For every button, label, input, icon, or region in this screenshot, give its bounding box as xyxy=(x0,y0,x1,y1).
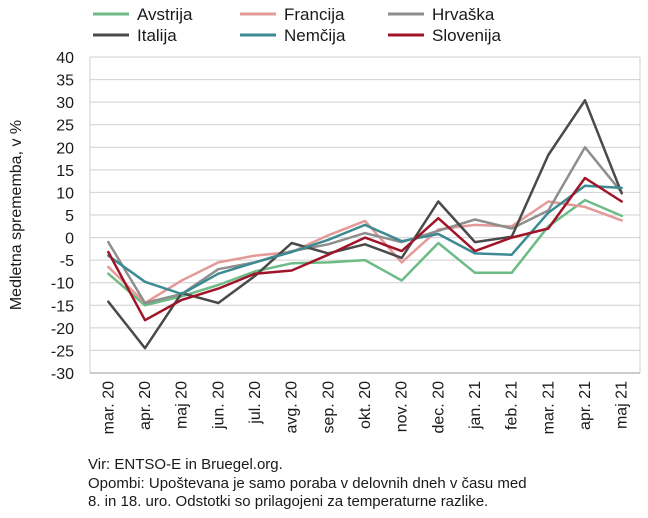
series-line-francija xyxy=(107,200,623,305)
x-axis-ticks: mar. 20 apr. 20 maj 20 jun. 20 jul. 20 avg. 2… xyxy=(100,381,630,434)
x-tick-label: maj 20 xyxy=(174,381,191,429)
x-tick-label: maj 21 xyxy=(614,381,631,429)
series-line-slovenija xyxy=(107,176,623,322)
y-tick-label: 15 xyxy=(56,163,74,180)
series-lines xyxy=(107,99,623,350)
y-tick-label: -30 xyxy=(51,366,74,383)
y-axis-label: Medletna sprememba, v % xyxy=(8,120,25,310)
remark-line-2: 8. in 18. uro. Odstotki so prilagojeni z… xyxy=(88,493,489,510)
y-tick-label: 0 xyxy=(65,231,74,248)
y-tick-label: -20 xyxy=(51,321,74,338)
y-tick-label: 40 xyxy=(56,50,74,67)
legend: Avstrija Francija Hrvaška Italija Nemčija Slo… xyxy=(93,5,502,45)
x-tick-label: jan. 21 xyxy=(467,381,484,430)
remark-line-1: Opombi: Upoštevana je samo poraba v delo… xyxy=(88,474,527,492)
y-axis-ticks: -30 -25 -20 -15 -10 -5 0 5 10 15 20 25 30 35 40 xyxy=(51,50,74,383)
legend-item: Slovenija xyxy=(388,26,502,45)
y-tick-label: 20 xyxy=(56,140,74,157)
y-tick-label: 10 xyxy=(56,185,74,202)
y-tick-label: -15 xyxy=(51,298,74,315)
legend-item: Francija xyxy=(240,5,345,24)
source-note: Vir: ENTSO-E in Bruegel.org. xyxy=(88,456,283,473)
line-chart: Avstrija Francija Hrvaška Italija Nemčija Slo… xyxy=(8,5,641,434)
x-tick-label: dec. 20 xyxy=(430,381,447,434)
legend-item: Avstrija xyxy=(93,5,193,24)
legend-label: Francija xyxy=(284,5,345,24)
y-tick-label: 5 xyxy=(65,208,74,225)
legend-label: Hrvaška xyxy=(432,5,495,24)
legend-label: Avstrija xyxy=(137,5,193,24)
x-tick-label: apr. 20 xyxy=(137,381,154,430)
legend-item: Italija xyxy=(93,26,177,45)
x-tick-label: jun. 20 xyxy=(210,381,227,430)
legend-item: Nemčija xyxy=(240,26,346,45)
legend-label: Italija xyxy=(137,26,177,45)
x-tick-label: avg. 20 xyxy=(284,381,301,434)
y-tick-label: -5 xyxy=(60,253,74,270)
x-tick-label: mar. 20 xyxy=(100,381,117,434)
legend-label: Slovenija xyxy=(432,26,502,45)
y-tick-label: -25 xyxy=(51,343,74,360)
x-tick-label: feb. 21 xyxy=(504,381,521,430)
x-tick-label: jul. 20 xyxy=(247,381,264,425)
series-line-avstrija xyxy=(107,198,623,307)
x-tick-label: nov. 20 xyxy=(394,381,411,432)
y-tick-label: 35 xyxy=(56,73,74,90)
legend-item: Hrvaška xyxy=(388,5,495,24)
y-tick-label: -10 xyxy=(51,276,74,293)
y-tick-label: 30 xyxy=(56,95,74,112)
x-tick-label: mar. 21 xyxy=(540,381,557,434)
y-tick-label: 25 xyxy=(56,118,74,135)
footnotes: Vir: ENTSO-E in Bruegel.org. Opombi: Upo… xyxy=(88,456,643,512)
series-line-nemčija xyxy=(107,184,623,296)
series-line-hrvaška xyxy=(107,146,623,305)
x-tick-label: okt. 20 xyxy=(357,381,374,429)
x-tick-label: apr. 21 xyxy=(577,381,594,430)
x-tick-label: sep. 20 xyxy=(320,381,337,434)
legend-label: Nemčija xyxy=(284,26,346,45)
